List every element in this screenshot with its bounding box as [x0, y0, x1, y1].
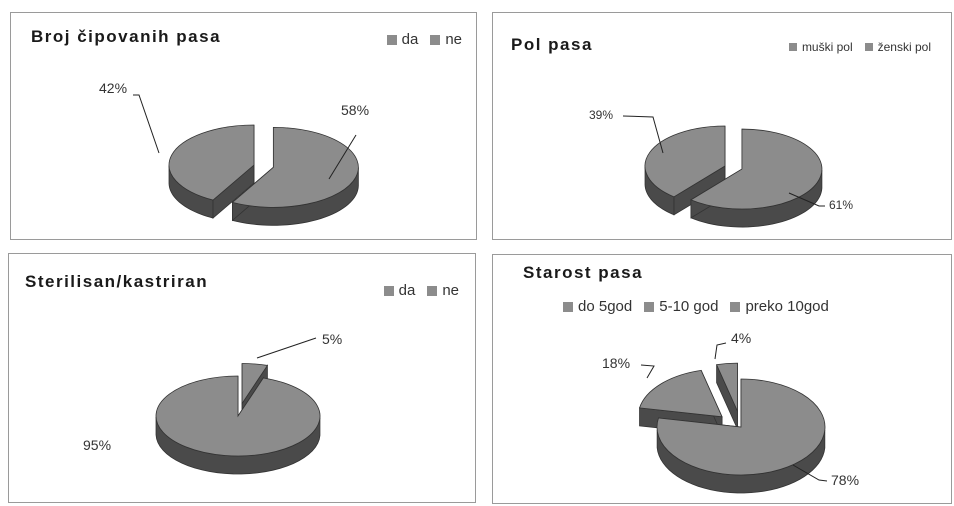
- pie-slice: [231, 126, 359, 226]
- legend-swatch: [427, 285, 438, 296]
- legend-item: da: [386, 31, 419, 48]
- legend-swatch: [563, 301, 573, 312]
- legend-swatch: [864, 43, 873, 51]
- legend-label: do 5god: [578, 298, 633, 315]
- pie-chart: 5% 95%: [83, 331, 342, 475]
- chart-panel-sterilized: Sterilisan/kastriran da ne 5% 95%: [8, 253, 476, 503]
- legend-swatch: [788, 43, 797, 51]
- data-label: 58%: [341, 102, 369, 118]
- chart-title: Broj čipovanih pasa: [31, 27, 222, 46]
- data-label: 18%: [602, 355, 630, 371]
- pie-slice: [656, 378, 826, 494]
- chart-title: Starost pasa: [523, 263, 644, 282]
- pie-slice: [644, 125, 726, 216]
- data-label: 95%: [83, 437, 111, 453]
- legend-label: ne: [442, 282, 459, 299]
- leader-line: [622, 115, 664, 154]
- slice-top: [690, 128, 823, 210]
- slice-top: [241, 363, 269, 405]
- leader-line: [714, 342, 727, 360]
- chart-title: Sterilisan/kastriran: [25, 272, 209, 291]
- pie-chart: 58% 42%: [99, 80, 369, 226]
- legend-label: ženski pol: [877, 40, 931, 54]
- leader-line: [133, 94, 160, 154]
- legend: do 5god 5-10 god preko 10god: [563, 298, 829, 315]
- legend: da ne: [383, 282, 459, 299]
- leader-line: [792, 464, 828, 482]
- legend-swatch: [430, 34, 441, 45]
- legend-label: 5-10 god: [659, 298, 719, 315]
- chart-panel-chipped: Broj čipovanih pasa da ne 58% 42%: [10, 12, 477, 240]
- pie-slice: [690, 128, 823, 228]
- chart-title: Pol pasa: [511, 35, 593, 54]
- data-label: 5%: [322, 331, 342, 347]
- pie-slice: [716, 362, 738, 430]
- legend-item: da: [383, 282, 416, 299]
- legend-item: preko 10god: [730, 298, 829, 315]
- slice-top: [716, 362, 738, 412]
- data-label: 4%: [731, 330, 751, 346]
- slice-top: [231, 126, 359, 208]
- pie-slice: [168, 124, 255, 219]
- legend-item: ne: [427, 282, 459, 299]
- slice-top: [656, 378, 826, 476]
- legend-swatch: [386, 34, 397, 45]
- data-label: 78%: [831, 472, 859, 488]
- leader-line: [640, 364, 655, 379]
- legend-label: preko 10god: [745, 298, 829, 315]
- legend-swatch: [730, 301, 741, 312]
- leader-line: [328, 134, 357, 180]
- legend-item: do 5god: [563, 298, 632, 315]
- legend-item: 5-10 god: [644, 298, 718, 315]
- leader-line: [256, 337, 317, 359]
- legend-label: muški pol: [801, 40, 853, 54]
- pie-chart: 78% 18% 4%: [602, 330, 859, 494]
- pie-chart: 61% 39%: [589, 108, 853, 228]
- legend-label: da: [398, 282, 416, 299]
- legend: da ne: [386, 31, 462, 48]
- legend-item: ne: [430, 31, 462, 48]
- data-label: 61%: [829, 198, 853, 212]
- chart-panel-age: Starost pasa do 5god 5-10 god preko 10go…: [492, 254, 952, 504]
- slice-top: [168, 124, 255, 201]
- legend-swatch: [644, 301, 655, 312]
- data-label: 42%: [99, 80, 127, 96]
- legend-item: muški pol: [788, 40, 853, 54]
- data-label: 39%: [589, 108, 613, 122]
- legend-item: ženski pol: [864, 40, 931, 54]
- legend-swatch: [383, 285, 394, 296]
- slice-top: [644, 125, 726, 198]
- legend-label: da: [401, 31, 419, 48]
- legend-label: ne: [445, 31, 462, 48]
- chart-panel-sex: Pol pasa muški pol ženski pol 61% 39%: [492, 12, 952, 240]
- leader-line: [788, 192, 825, 207]
- legend: muški pol ženski pol: [788, 40, 931, 54]
- slice-top: [155, 375, 321, 457]
- slice-top: [638, 369, 723, 418]
- pie-slice: [155, 375, 321, 475]
